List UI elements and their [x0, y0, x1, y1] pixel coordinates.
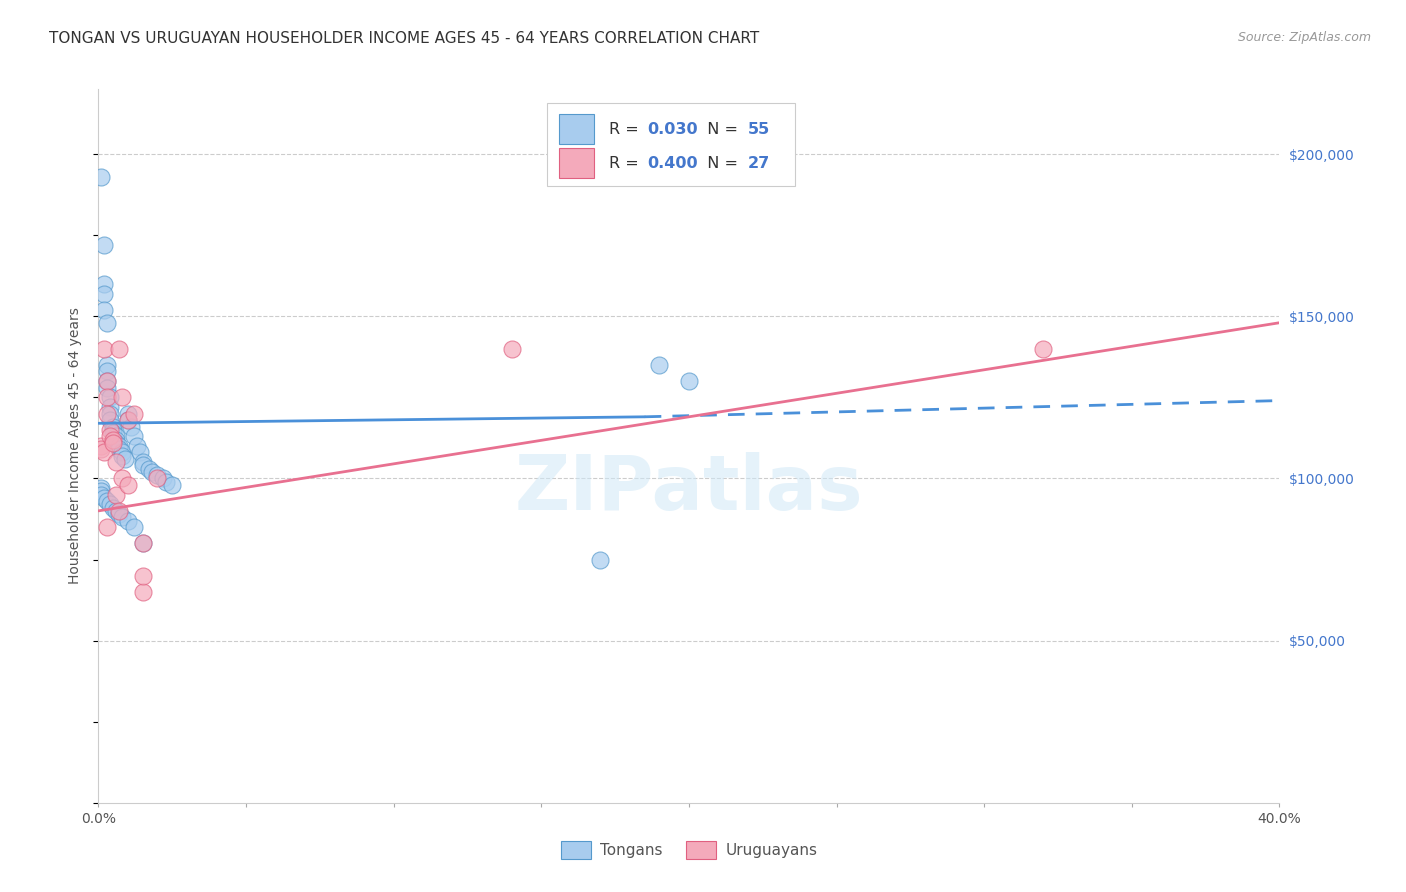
- Point: [93, 238, 115, 252]
- Point: [111, 445, 134, 459]
- Point: [90, 442, 112, 457]
- FancyBboxPatch shape: [560, 114, 595, 145]
- Text: 0.400: 0.400: [648, 156, 699, 171]
- Point: [138, 461, 160, 475]
- Point: [105, 455, 128, 469]
- Point: [125, 439, 148, 453]
- Point: [105, 429, 128, 443]
- Point: [96, 494, 118, 508]
- Point: [117, 514, 139, 528]
- Point: [98, 429, 121, 443]
- Point: [96, 316, 118, 330]
- Point: [111, 471, 134, 485]
- Point: [155, 475, 177, 489]
- Point: [648, 358, 671, 372]
- Point: [117, 407, 139, 421]
- Point: [103, 500, 125, 515]
- Text: N =: N =: [697, 156, 744, 171]
- Point: [93, 445, 115, 459]
- Point: [90, 484, 112, 499]
- Text: R =: R =: [609, 121, 644, 136]
- Point: [132, 568, 155, 582]
- Point: [146, 468, 169, 483]
- Point: [117, 413, 139, 427]
- Point: [96, 374, 118, 388]
- Point: [103, 423, 125, 437]
- Point: [96, 374, 118, 388]
- Point: [108, 504, 131, 518]
- Point: [117, 478, 139, 492]
- Point: [152, 471, 174, 485]
- Point: [141, 465, 163, 479]
- Point: [105, 504, 128, 518]
- Point: [108, 507, 131, 521]
- Point: [114, 452, 136, 467]
- Text: ZIPatlas: ZIPatlas: [515, 452, 863, 525]
- Point: [98, 407, 121, 421]
- Text: 55: 55: [748, 121, 770, 136]
- Point: [117, 413, 139, 427]
- Point: [103, 425, 125, 440]
- Point: [132, 536, 155, 550]
- Point: [108, 439, 131, 453]
- Point: [96, 358, 118, 372]
- Point: [98, 400, 121, 414]
- Text: Source: ZipAtlas.com: Source: ZipAtlas.com: [1237, 31, 1371, 45]
- Point: [93, 342, 115, 356]
- Point: [111, 449, 134, 463]
- Point: [108, 442, 131, 457]
- Point: [105, 433, 128, 447]
- Point: [90, 169, 112, 184]
- Point: [103, 435, 125, 450]
- Text: N =: N =: [697, 121, 744, 136]
- Text: TONGAN VS URUGUAYAN HOUSEHOLDER INCOME AGES 45 - 64 YEARS CORRELATION CHART: TONGAN VS URUGUAYAN HOUSEHOLDER INCOME A…: [49, 31, 759, 46]
- Point: [146, 471, 169, 485]
- Point: [132, 458, 155, 473]
- Point: [132, 585, 155, 599]
- FancyBboxPatch shape: [560, 148, 595, 178]
- Point: [98, 413, 121, 427]
- Point: [1032, 342, 1054, 356]
- Point: [90, 488, 112, 502]
- Point: [111, 390, 134, 404]
- FancyBboxPatch shape: [547, 103, 796, 186]
- Point: [589, 552, 612, 566]
- Text: R =: R =: [609, 156, 644, 171]
- Point: [98, 390, 121, 404]
- Point: [132, 536, 155, 550]
- Point: [96, 407, 118, 421]
- Point: [120, 419, 142, 434]
- Point: [96, 364, 118, 378]
- Text: 27: 27: [748, 156, 770, 171]
- Point: [90, 481, 112, 495]
- Point: [93, 491, 115, 505]
- Point: [90, 439, 112, 453]
- Point: [93, 277, 115, 291]
- Point: [93, 286, 115, 301]
- Point: [122, 407, 145, 421]
- Point: [98, 423, 121, 437]
- Point: [128, 445, 150, 459]
- Point: [93, 302, 115, 317]
- Point: [96, 520, 118, 534]
- Point: [162, 478, 183, 492]
- Point: [96, 390, 118, 404]
- Legend: Tongans, Uruguayans: Tongans, Uruguayans: [553, 834, 825, 866]
- Point: [132, 455, 155, 469]
- Point: [98, 497, 121, 511]
- Point: [103, 433, 125, 447]
- Point: [122, 520, 145, 534]
- Point: [103, 419, 125, 434]
- Point: [122, 429, 145, 443]
- Point: [108, 342, 131, 356]
- Point: [105, 488, 128, 502]
- Point: [501, 342, 523, 356]
- Point: [96, 381, 118, 395]
- Point: [111, 510, 134, 524]
- Point: [105, 435, 128, 450]
- Point: [678, 374, 700, 388]
- Text: 0.030: 0.030: [648, 121, 699, 136]
- Y-axis label: Householder Income Ages 45 - 64 years: Householder Income Ages 45 - 64 years: [69, 308, 83, 584]
